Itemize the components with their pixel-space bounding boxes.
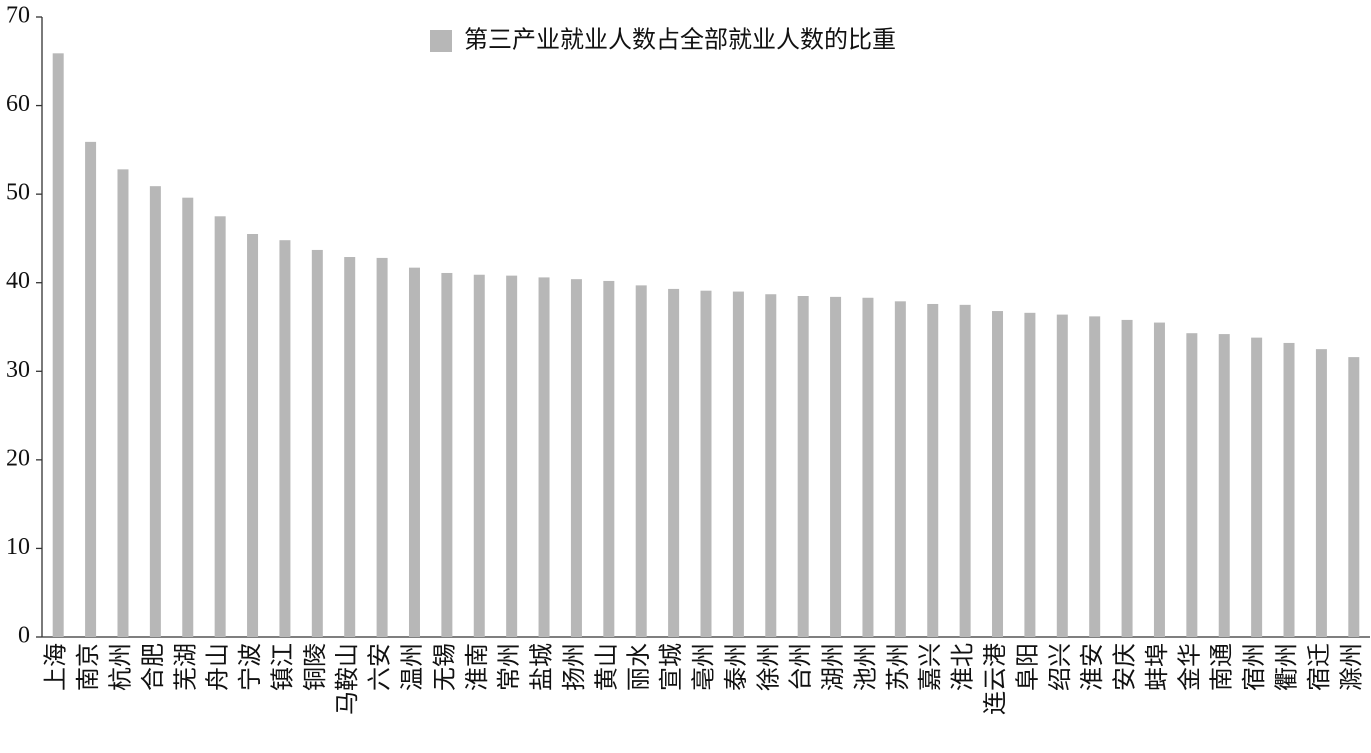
x-tick-label: 宿迁 — [1306, 643, 1333, 691]
bar — [992, 311, 1004, 637]
x-tick-label: 泰州 — [723, 643, 750, 691]
y-tick-label: 0 — [18, 623, 30, 649]
bar — [830, 296, 842, 637]
bar — [376, 257, 388, 637]
bar — [85, 141, 97, 637]
bar — [247, 234, 259, 637]
y-tick-label: 50 — [6, 180, 30, 206]
bar — [959, 304, 971, 637]
y-tick-label: 60 — [6, 91, 30, 117]
bar — [603, 280, 615, 637]
bar — [797, 296, 809, 637]
bar — [700, 290, 712, 637]
x-tick-label: 铜陵 — [302, 643, 329, 691]
bar — [1056, 314, 1068, 637]
x-tick-label: 滁州 — [1338, 643, 1365, 691]
bar — [214, 216, 226, 638]
x-tick-label: 马鞍山 — [334, 643, 361, 715]
bar — [1218, 334, 1230, 637]
bar — [1153, 322, 1165, 637]
y-tick-label: 70 — [6, 3, 30, 29]
x-tick-label: 杭州 — [107, 643, 134, 691]
bar — [408, 267, 420, 637]
legend-label: 第三产业就业人数占全部就业人数的比重 — [464, 27, 896, 54]
x-tick-label: 无锡 — [431, 643, 458, 691]
bar — [344, 257, 356, 637]
x-tick-label: 蚌埠 — [1144, 643, 1171, 691]
bar — [52, 53, 64, 638]
bar — [1186, 333, 1198, 637]
x-tick-label: 芜湖 — [172, 643, 199, 691]
y-tick-label: 20 — [6, 445, 30, 471]
x-tick-label: 亳州 — [691, 643, 718, 691]
bar — [538, 277, 550, 637]
bar — [862, 297, 874, 637]
bar — [311, 249, 323, 637]
x-tick-label: 台州 — [788, 643, 815, 691]
y-tick-label: 10 — [6, 534, 30, 560]
x-tick-label: 丽水 — [626, 643, 653, 691]
x-tick-label: 宁波 — [237, 643, 264, 691]
bar — [894, 301, 906, 637]
bar — [765, 294, 777, 637]
x-tick-label: 镇江 — [269, 643, 296, 691]
x-tick-label: 黄山 — [593, 643, 620, 691]
bar — [635, 285, 647, 637]
x-tick-label: 徐州 — [755, 643, 782, 691]
x-tick-label: 合肥 — [140, 643, 167, 691]
bar — [732, 291, 744, 637]
bar — [570, 279, 582, 637]
x-tick-label: 温州 — [399, 643, 426, 691]
bar — [441, 272, 453, 637]
x-tick-label: 衢州 — [1274, 643, 1301, 691]
bar — [1024, 312, 1036, 637]
bar — [927, 303, 939, 637]
x-tick-label: 盐城 — [529, 643, 556, 691]
bar — [473, 274, 485, 637]
x-tick-label: 淮北 — [950, 643, 977, 691]
bar — [1121, 319, 1133, 637]
x-tick-label: 阜阳 — [1014, 643, 1041, 691]
bar — [1315, 349, 1327, 637]
x-tick-label: 池州 — [852, 643, 879, 691]
x-tick-label: 南通 — [1209, 643, 1236, 691]
x-tick-label: 嘉兴 — [917, 643, 944, 691]
x-tick-label: 苏州 — [885, 643, 912, 691]
bar — [1283, 342, 1295, 637]
x-tick-label: 宿州 — [1241, 643, 1268, 691]
x-tick-label: 绍兴 — [1047, 643, 1074, 691]
bar — [117, 169, 129, 638]
bar — [182, 197, 194, 637]
y-tick-label: 40 — [6, 268, 30, 294]
bar — [1251, 337, 1263, 637]
x-tick-label: 南京 — [75, 643, 102, 691]
x-tick-label: 六安 — [367, 643, 394, 691]
x-tick-label: 金华 — [1176, 643, 1203, 691]
y-tick-label: 30 — [6, 357, 30, 383]
x-tick-label: 上海 — [43, 643, 70, 691]
bar — [149, 186, 161, 637]
x-tick-label: 安庆 — [1112, 643, 1139, 691]
x-tick-label: 湖州 — [820, 643, 847, 691]
bar — [668, 288, 680, 637]
legend-swatch — [430, 30, 452, 52]
x-tick-label: 宣城 — [658, 643, 685, 691]
bar — [1089, 316, 1101, 637]
bar — [506, 275, 518, 637]
x-tick-label: 连云港 — [982, 643, 1009, 715]
bar — [1348, 357, 1360, 637]
x-tick-label: 淮安 — [1079, 643, 1106, 691]
bar — [279, 240, 291, 637]
x-tick-label: 舟山 — [205, 643, 232, 691]
x-tick-label: 常州 — [496, 643, 523, 691]
x-tick-label: 扬州 — [561, 643, 588, 691]
x-tick-label: 淮南 — [464, 643, 491, 691]
